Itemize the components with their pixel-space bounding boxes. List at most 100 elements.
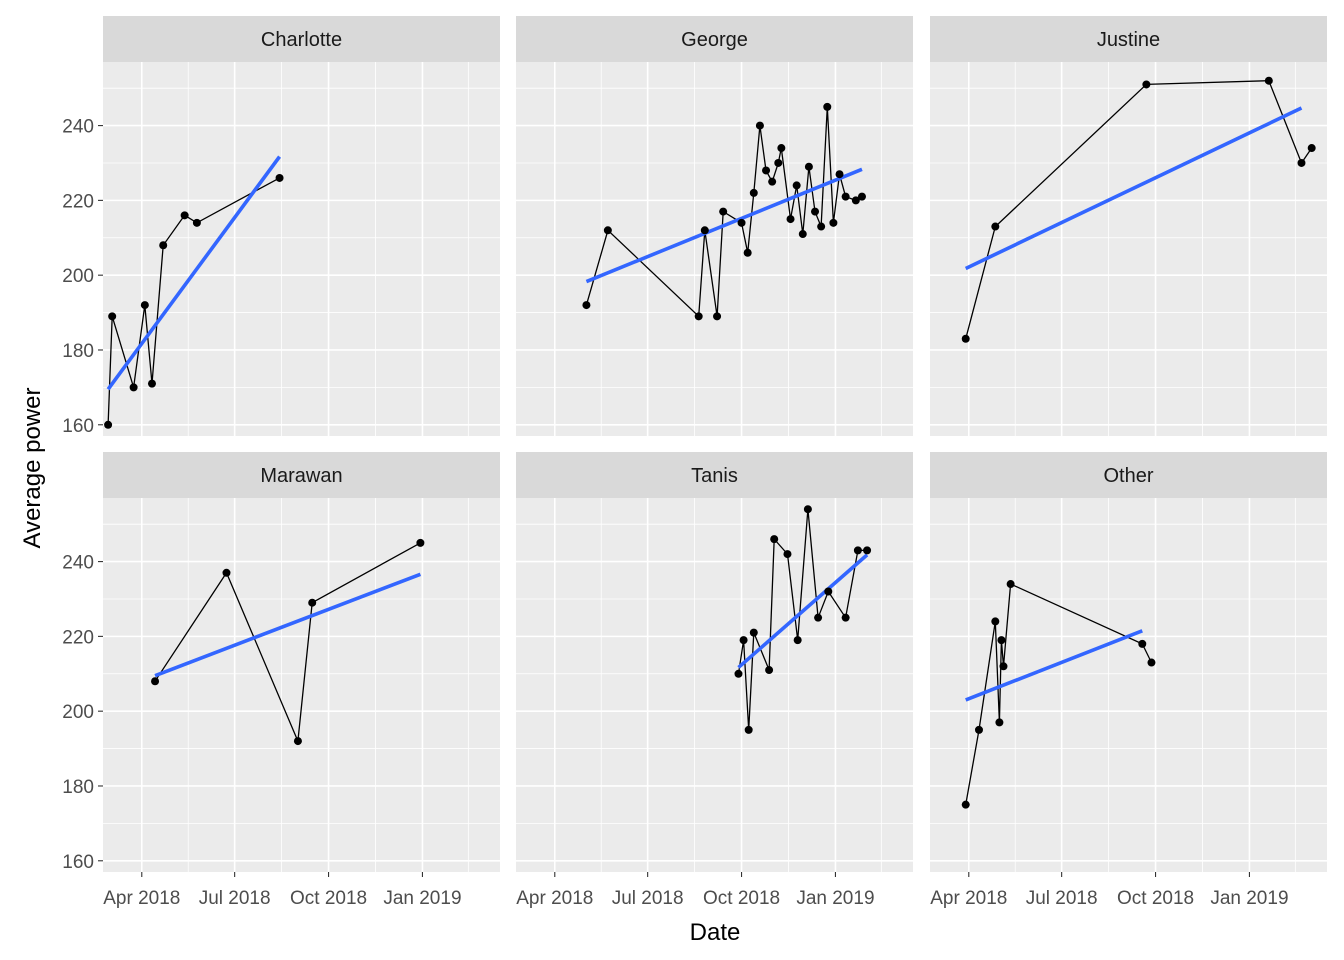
data-point: [961, 334, 970, 343]
data-point: [1006, 580, 1015, 589]
data-point: [999, 662, 1008, 671]
facet-3-strip: [103, 452, 500, 498]
data-point: [275, 173, 284, 182]
data-point: [1264, 76, 1273, 85]
data-point: [180, 211, 189, 220]
facet-2-background: [930, 62, 1327, 436]
data-point: [416, 538, 425, 547]
x-tick-label: Oct 2018: [290, 888, 367, 909]
data-point: [1297, 158, 1306, 167]
data-point: [961, 800, 970, 809]
y-tick-label: 240: [62, 553, 94, 574]
data-point: [151, 677, 160, 686]
x-tick-label: Jul 2018: [199, 888, 271, 909]
data-point: [841, 613, 850, 622]
facet-0-trend-line: [106, 155, 282, 391]
y-axis-title: Average power: [19, 388, 46, 549]
data-point: [863, 546, 872, 555]
facet-2-strip-label: Justine: [1097, 29, 1160, 51]
facet-1-series-line: [585, 106, 863, 318]
x-tick-label: Jan 2019: [383, 888, 461, 909]
data-point: [734, 669, 743, 678]
data-point: [851, 196, 860, 205]
y-tick-label: 180: [62, 777, 94, 798]
facet-5-panel: Other Apr 2018 Jul 2018 Oct 2018 Jan 2019: [930, 452, 1327, 909]
facet-0-panel: Charlotte 160 180 200 220 240: [62, 16, 500, 437]
facet-5-strip: [930, 452, 1327, 498]
facet-2-panel: Justine: [930, 16, 1327, 436]
data-point: [803, 505, 812, 514]
data-point: [308, 598, 317, 607]
data-point: [739, 636, 748, 645]
facet-4-panel: Tanis Apr 2018 Jul 2018 Oct 2018 Jan 2019: [516, 452, 913, 909]
y-tick-label: 220: [62, 191, 94, 212]
data-point: [995, 718, 1004, 727]
data-point: [744, 725, 753, 734]
facet-1-strip: [516, 16, 913, 62]
facet-3-background: [103, 498, 500, 872]
y-tick-label: 160: [62, 852, 94, 873]
facet-panels: Charlotte 160 180 200 220 240 George Justine Mar…: [62, 16, 1327, 909]
data-point: [762, 166, 771, 175]
data-point: [159, 241, 168, 250]
data-point: [1147, 658, 1156, 667]
facet-4-series-line: [737, 509, 868, 730]
facet-2-strip: [930, 16, 1327, 62]
data-point: [804, 162, 813, 171]
data-point: [768, 177, 777, 186]
data-point: [786, 215, 795, 224]
x-tick-label: Apr 2018: [930, 888, 1007, 909]
facet-0-strip-label: Charlotte: [261, 29, 342, 51]
data-point: [108, 312, 117, 321]
data-point: [293, 737, 302, 746]
data-point: [222, 568, 231, 577]
data-point: [603, 226, 612, 235]
data-point: [974, 725, 983, 734]
data-point: [770, 535, 779, 544]
y-tick-label: 180: [62, 341, 94, 362]
facet-4-background: [516, 498, 913, 872]
data-point: [824, 587, 833, 596]
data-point: [749, 628, 758, 637]
x-tick-label: Jan 2019: [796, 888, 874, 909]
data-point: [774, 158, 783, 167]
data-point: [737, 218, 746, 227]
x-tick-label: Apr 2018: [103, 888, 180, 909]
facet-5-strip-label: Other: [1103, 465, 1153, 487]
data-point: [765, 666, 774, 675]
data-point: [798, 230, 807, 239]
data-point: [991, 617, 1000, 626]
facet-1-strip-label: George: [681, 29, 748, 51]
data-point: [700, 226, 709, 235]
data-point: [129, 383, 138, 392]
data-point: [853, 546, 862, 555]
x-tick-label: Oct 2018: [1117, 888, 1194, 909]
facet-0-background: [103, 62, 500, 436]
data-point: [755, 121, 764, 130]
x-tick-label: Apr 2018: [516, 888, 593, 909]
data-point: [777, 144, 786, 153]
data-point: [1307, 144, 1316, 153]
data-point: [829, 218, 838, 227]
facet-5-trend-line: [965, 629, 1143, 702]
data-point: [192, 218, 201, 227]
y-tick-label: 220: [62, 627, 94, 648]
facet-1-trend-line: [585, 167, 863, 284]
x-tick-label: Jul 2018: [612, 888, 684, 909]
data-point: [147, 379, 156, 388]
y-tick-label: 200: [62, 266, 94, 287]
facet-5-background: [930, 498, 1327, 872]
y-tick-label: 160: [62, 416, 94, 437]
data-point: [817, 222, 826, 231]
data-point: [140, 301, 149, 310]
data-point: [814, 613, 823, 622]
x-tick-label: Oct 2018: [703, 888, 780, 909]
data-point: [694, 312, 703, 321]
facet-4-strip-label: Tanis: [691, 465, 738, 487]
data-point: [713, 312, 722, 321]
data-point: [1138, 639, 1147, 648]
data-point: [743, 248, 752, 257]
x-tick-label: Jul 2018: [1026, 888, 1098, 909]
x-axis-title: Date: [690, 919, 741, 946]
facet-0-strip: [103, 16, 500, 62]
